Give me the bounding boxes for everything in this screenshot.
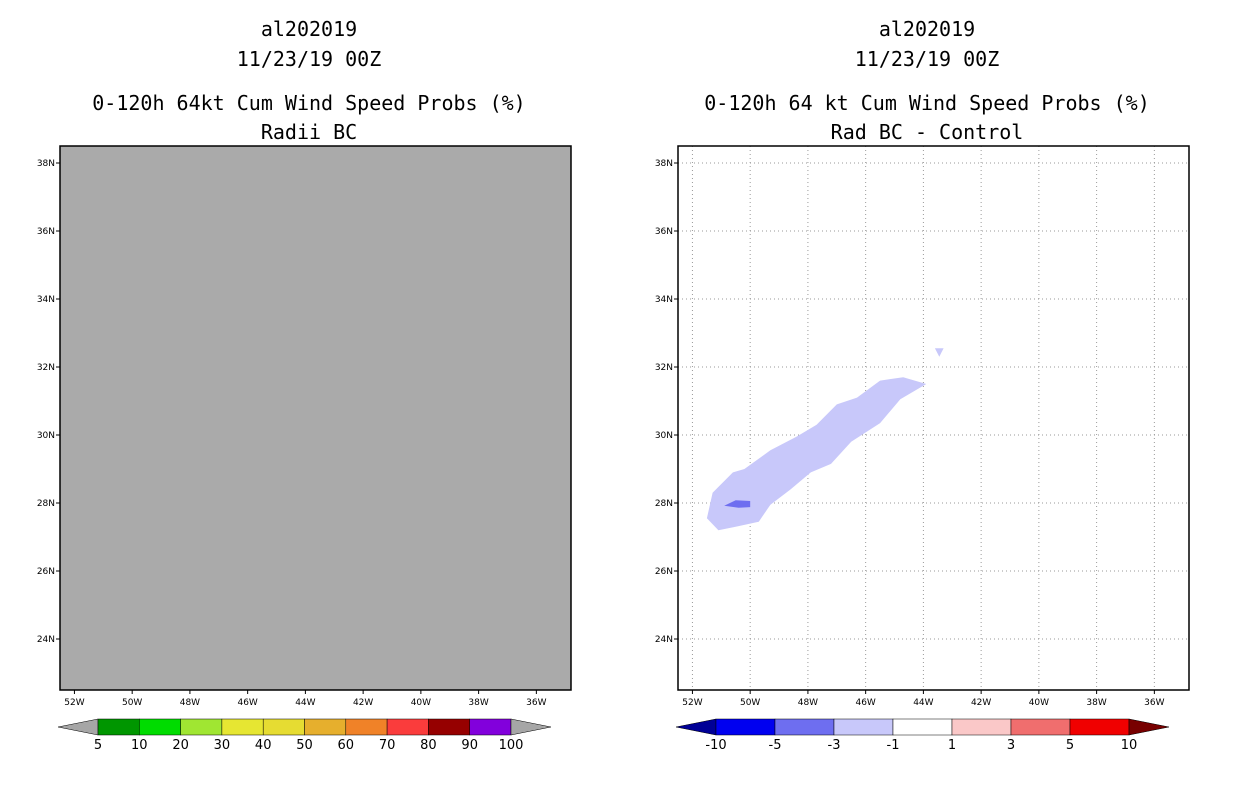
colorbar-box-3 [833, 718, 894, 736]
x-tick-label-40W: 40W [411, 698, 431, 708]
colorbar-tip-low [675, 718, 717, 736]
left-title-product: 0-120h 64kt Cum Wind Speed Probs (%) [92, 91, 526, 115]
x-tick-label-36W: 36W [526, 698, 546, 708]
y-tick-label-30N: 30N [655, 431, 673, 441]
plot-background [60, 146, 571, 690]
left-title-datetime: 11/23/19 00Z [236, 47, 382, 71]
y-tick-label-32N: 32N [655, 363, 673, 373]
y-tick-label-34N: 34N [37, 295, 55, 305]
x-tick-label-50W: 50W [740, 698, 760, 708]
colorbar-label-7: 10 [1121, 738, 1138, 753]
colorbar-tip-low [57, 718, 99, 736]
right-difference-map: 52W 50W 48W 46W 44W 42W 40W 38W 36W 24N 26N 28N 30N 3… [655, 145, 1190, 753]
colorbar-label-4: 40 [255, 738, 272, 753]
right-title-scheme: Rad BC - Control [830, 120, 1024, 144]
colorbar-box-6 [1010, 718, 1071, 736]
colorbar-box-8 [386, 718, 429, 736]
y-tick-label-30N: 30N [37, 431, 55, 441]
colorbar-label-5: 3 [1007, 738, 1015, 753]
colorbar-box-5 [951, 718, 1012, 736]
x-tick-label-40W: 40W [1029, 698, 1049, 708]
y-tick-label-28N: 28N [37, 499, 55, 509]
colorbar-box-6 [304, 718, 347, 736]
x-tick-label-50W: 50W [122, 698, 142, 708]
x-tick-label-36W: 36W [1144, 698, 1164, 708]
plot-background [678, 146, 1189, 690]
colorbar-label-2: -3 [828, 738, 841, 753]
y-tick-label-34N: 34N [655, 295, 673, 305]
colorbar-box-2 [774, 718, 835, 736]
right-panel: al202019 11/23/19 00Z 0-120h 64 kt Cum W… [618, 0, 1236, 800]
left-title-storm-id: al202019 [260, 17, 358, 41]
colorbar-box-9 [428, 718, 470, 736]
x-tick-label-42W: 42W [971, 698, 991, 708]
colorbar-label-2: 20 [172, 738, 189, 753]
colorbar-tip-high [1128, 718, 1170, 736]
colorbar-label-7: 70 [379, 738, 396, 753]
y-tick-label-24N: 24N [655, 635, 673, 645]
colorbar-label-0: 5 [94, 738, 102, 753]
diff-region-small-blob [934, 348, 944, 357]
colorbar-label-10: 100 [499, 738, 524, 753]
x-tick-label-48W: 48W [798, 698, 818, 708]
x-tick-label-52W: 52W [64, 698, 84, 708]
left-probability-map: 52W 50W 48W 46W 44W 42W 40W 38W 36W 24N 26N 28N 30N 3… [37, 145, 572, 753]
colorbar-label-3: -1 [887, 738, 900, 753]
colorbar-box-10 [469, 718, 512, 736]
colorbar-box-4 [892, 718, 953, 736]
y-tick-label-36N: 36N [655, 227, 673, 237]
colorbar-label-3: 30 [214, 738, 231, 753]
colorbar-box-2 [139, 718, 181, 736]
colorbar-box-1 [715, 718, 776, 736]
colorbar-label-9: 90 [461, 738, 478, 753]
y-tick-label-28N: 28N [655, 499, 673, 509]
right-title-datetime: 11/23/19 00Z [854, 47, 1000, 71]
x-tick-label-38W: 38W [1086, 698, 1106, 708]
x-tick-label-44W: 44W [295, 698, 315, 708]
y-tick-label-32N: 32N [37, 363, 55, 373]
colorbar-label-1: 10 [131, 738, 148, 753]
x-tick-label-48W: 48W [180, 698, 200, 708]
colorbar-label-6: 5 [1066, 738, 1074, 753]
x-tick-label-46W: 46W [237, 698, 257, 708]
colorbar-box-3 [180, 718, 223, 736]
x-tick-label-46W: 46W [855, 698, 875, 708]
y-tick-label-38N: 38N [37, 159, 55, 169]
colorbar-box-7 [1069, 718, 1130, 736]
colorbar-label-5: 50 [296, 738, 313, 753]
colorbar-label-1: -5 [769, 738, 782, 753]
colorbar-box-5 [262, 718, 305, 736]
y-tick-label-38N: 38N [655, 159, 673, 169]
x-tick-label-44W: 44W [913, 698, 933, 708]
colorbar-label-6: 60 [338, 738, 355, 753]
y-tick-label-24N: 24N [37, 635, 55, 645]
colorbar-box-7 [345, 718, 388, 736]
colorbar-label-8: 80 [420, 738, 437, 753]
colorbar-label-0: -10 [705, 738, 726, 753]
left-title-scheme: Radii BC [260, 120, 358, 144]
x-tick-label-42W: 42W [353, 698, 373, 708]
plot-frame [677, 145, 1190, 691]
colorbar-box-4 [221, 718, 264, 736]
left-panel: al202019 11/23/19 00Z 0-120h 64kt Cum Wi… [37, 17, 572, 753]
colorbar-tip-high [510, 718, 552, 736]
y-tick-label-26N: 26N [37, 567, 55, 577]
y-tick-label-26N: 26N [655, 567, 673, 577]
colorbar-box-1 [97, 718, 140, 736]
x-tick-label-52W: 52W [682, 698, 702, 708]
colorbar-label-4: 1 [948, 738, 956, 753]
right-title-storm-id: al202019 [878, 17, 976, 41]
diff-region-minus1-to-minus3 [706, 377, 927, 531]
x-tick-label-38W: 38W [468, 698, 488, 708]
right-title-product: 0-120h 64 kt Cum Wind Speed Probs (%) [704, 91, 1150, 115]
diff-region-minus3-to-minus5 [724, 500, 751, 508]
y-tick-label-36N: 36N [37, 227, 55, 237]
plot-frame [59, 145, 572, 691]
